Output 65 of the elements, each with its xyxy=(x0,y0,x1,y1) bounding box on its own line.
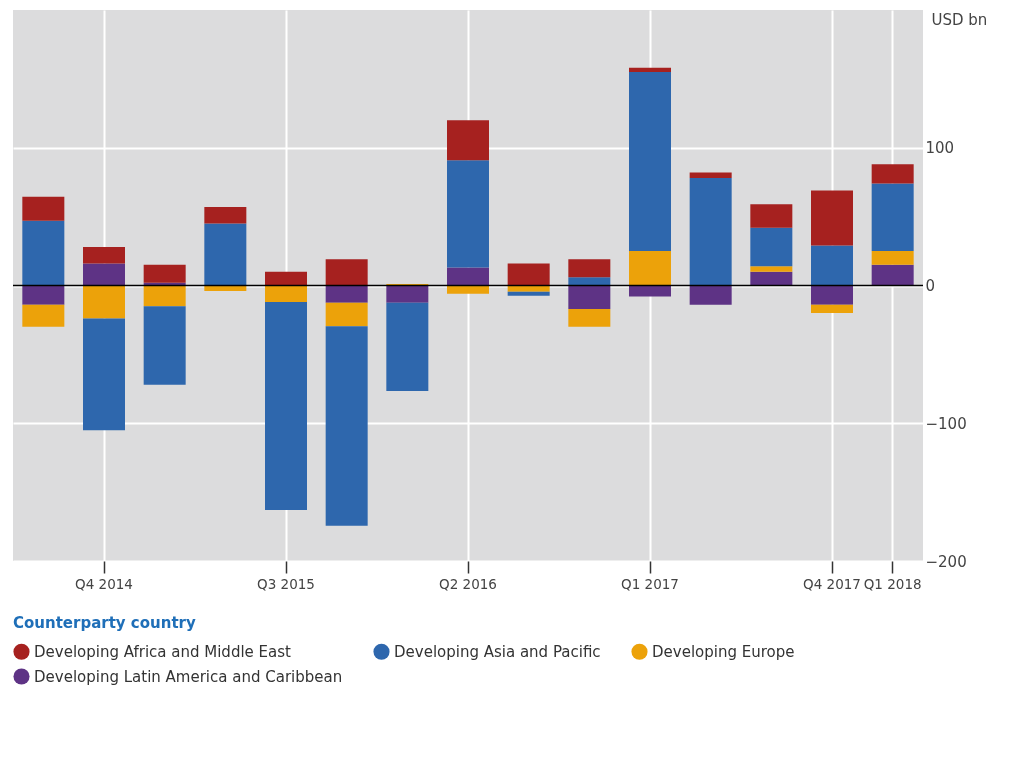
y-tick-label: 0 xyxy=(925,277,936,295)
bar xyxy=(629,285,671,297)
bar xyxy=(22,285,65,305)
bar xyxy=(143,285,186,307)
bar xyxy=(22,220,65,286)
x-tick-label: Q3 2015 xyxy=(257,575,315,592)
bar xyxy=(447,120,489,161)
bar xyxy=(204,223,247,286)
bar xyxy=(629,71,671,252)
x-tick-label: Q1 2018 xyxy=(863,575,922,592)
x-tick-label: Q1 2017 xyxy=(621,575,679,592)
bar xyxy=(143,306,186,385)
y-tick-label: −100 xyxy=(925,414,967,433)
bar xyxy=(386,302,429,391)
bar xyxy=(871,183,914,252)
bar xyxy=(629,251,671,286)
bar xyxy=(447,267,489,286)
bar xyxy=(871,251,914,265)
bar xyxy=(325,259,368,286)
bar xyxy=(811,190,853,246)
bar xyxy=(689,285,732,305)
bar xyxy=(507,263,550,286)
legend-title: Counterparty country xyxy=(13,614,196,632)
bar xyxy=(811,285,853,305)
bar xyxy=(629,67,671,72)
bar xyxy=(568,285,611,309)
bar xyxy=(265,271,307,286)
bar xyxy=(143,264,186,283)
bar xyxy=(83,318,125,431)
bar xyxy=(83,263,125,286)
x-tick-label: Q4 2017 xyxy=(803,575,861,592)
bar xyxy=(750,271,793,286)
legend-label: Developing Europe xyxy=(652,642,795,661)
bar xyxy=(568,259,611,278)
bar xyxy=(386,285,429,303)
y-axis-title: USD bn xyxy=(931,10,988,29)
bar xyxy=(507,291,550,296)
bar xyxy=(83,285,125,319)
bar xyxy=(265,285,307,303)
bar xyxy=(83,246,125,264)
y-tick-label: −200 xyxy=(925,552,967,571)
bar xyxy=(871,264,914,286)
bar xyxy=(811,304,853,314)
bar xyxy=(568,308,611,327)
bar xyxy=(325,302,368,327)
bar xyxy=(811,245,853,286)
bar xyxy=(22,196,65,221)
bar xyxy=(22,304,65,327)
bar xyxy=(689,172,732,179)
bar xyxy=(325,326,368,526)
bar xyxy=(689,178,732,286)
bar xyxy=(325,285,368,303)
bar xyxy=(265,302,307,511)
x-tick-label: Q2 2016 xyxy=(439,575,497,592)
legend-label: Developing Latin America and Caribbean xyxy=(34,667,343,686)
bar xyxy=(750,227,793,267)
bar xyxy=(447,160,489,268)
y-tick-label: 100 xyxy=(925,139,955,158)
bar xyxy=(750,266,793,272)
bar xyxy=(204,206,247,224)
bar xyxy=(871,164,914,184)
legend-label: Developing Asia and Pacific xyxy=(394,642,601,661)
legend-label: Developing Africa and Middle East xyxy=(34,642,292,661)
x-tick-label: Q4 2014 xyxy=(75,575,133,592)
bar xyxy=(750,204,793,228)
